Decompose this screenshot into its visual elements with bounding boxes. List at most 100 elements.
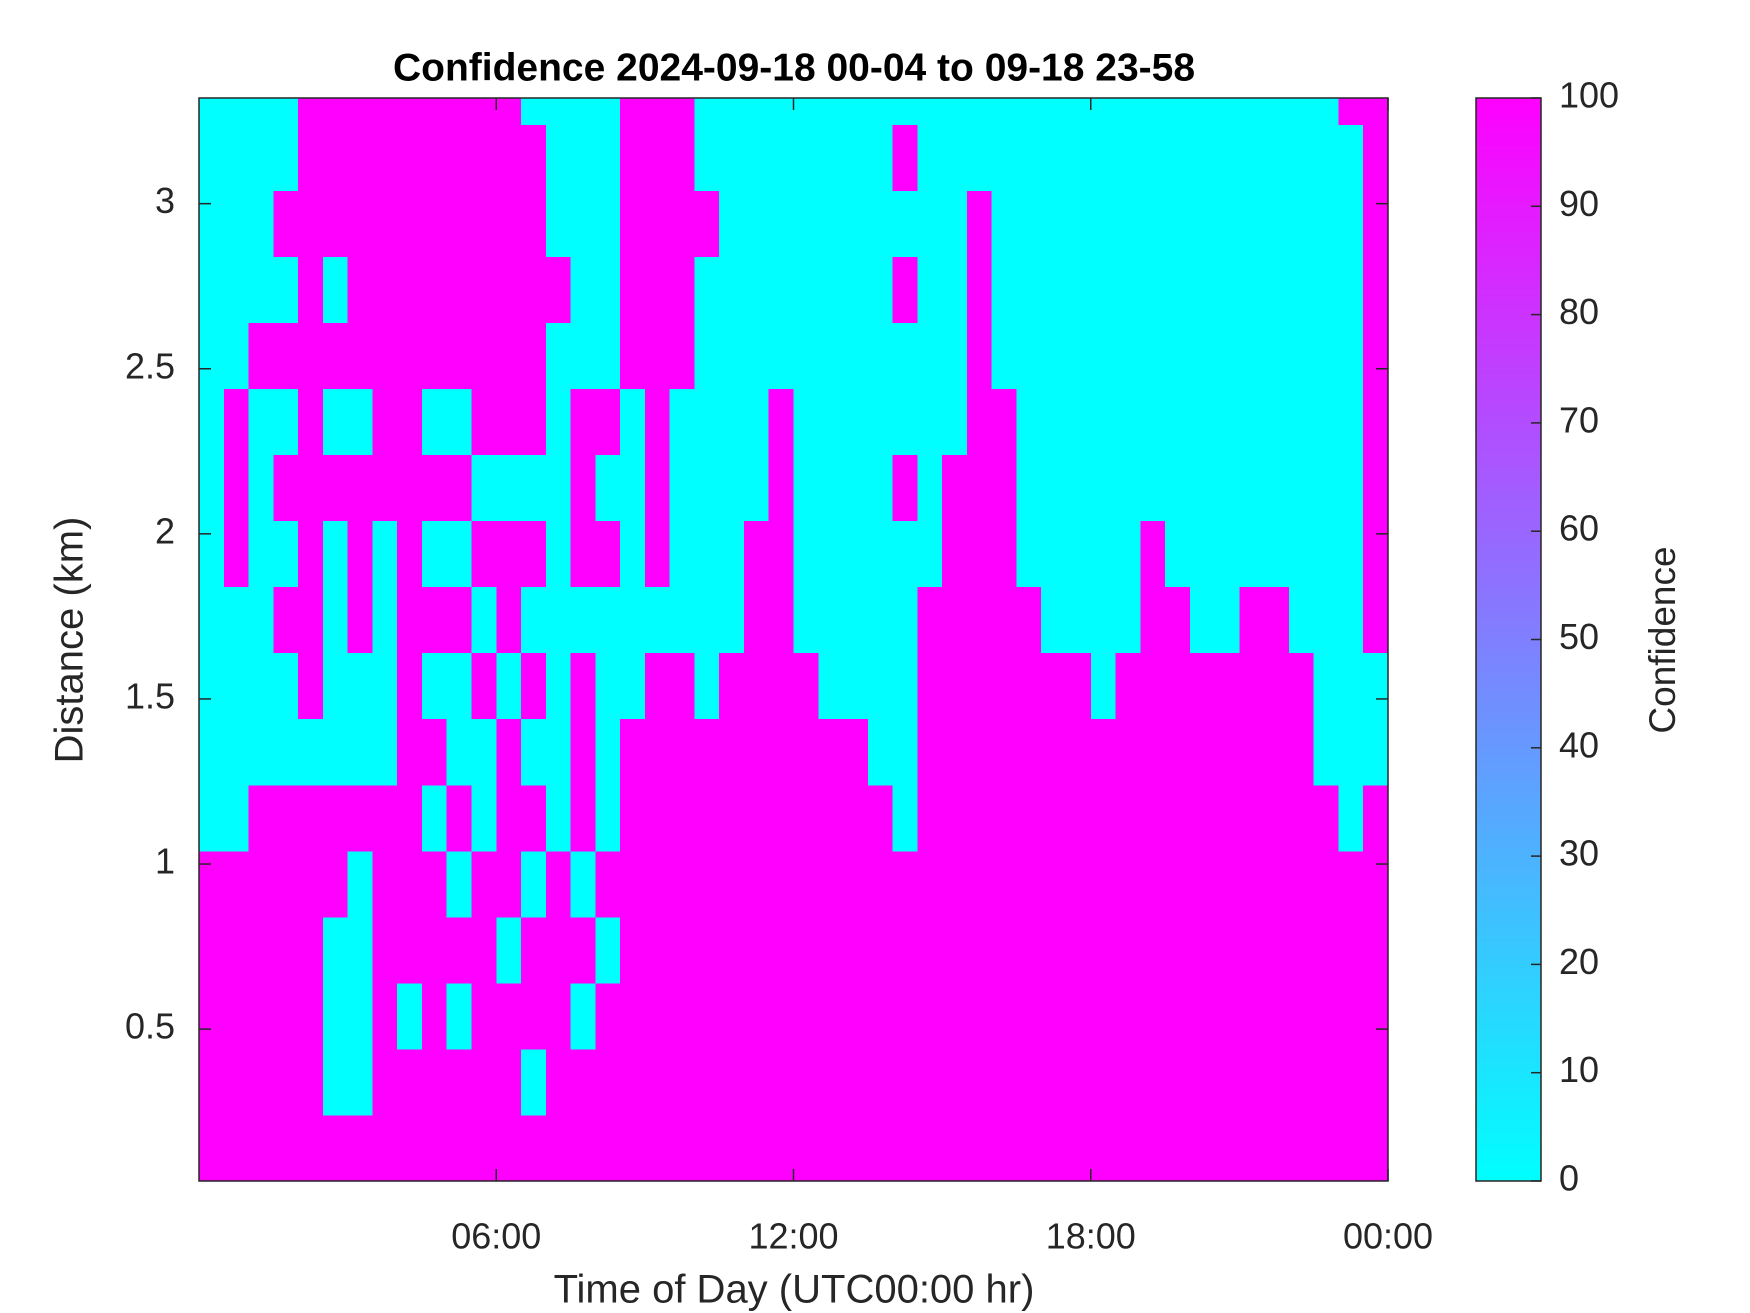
heatmap-cell [917, 916, 943, 984]
y-tick-label: 3 [155, 180, 175, 221]
heatmap-cell [1288, 916, 1315, 984]
heatmap-cell [793, 652, 819, 720]
heatmap-cell [1214, 124, 1240, 191]
heatmap-cell [991, 586, 1017, 654]
heatmap-cell [1264, 98, 1290, 125]
colorbar-tick-label: 100 [1559, 75, 1619, 116]
heatmap-cell [1363, 520, 1388, 588]
heatmap-cell [521, 1048, 547, 1116]
heatmap-cell [322, 190, 349, 257]
heatmap-cell [1264, 652, 1290, 720]
heatmap-cell [892, 850, 918, 918]
heatmap-cell [1239, 98, 1265, 125]
heatmap-cell [1363, 256, 1388, 324]
heatmap-cell [818, 190, 844, 257]
heatmap-cell [620, 784, 646, 852]
heatmap-cell [1338, 652, 1364, 720]
heatmap-cell [1239, 190, 1265, 257]
colorbar-tick-label: 90 [1559, 183, 1599, 224]
heatmap-cell [397, 98, 423, 125]
heatmap-cell [793, 1114, 819, 1181]
heatmap-cell [521, 256, 547, 324]
heatmap-cell [1264, 784, 1290, 852]
heatmap-cell [620, 586, 646, 654]
heatmap-cell [843, 784, 869, 852]
heatmap-cell [322, 322, 349, 390]
heatmap-cell [521, 454, 547, 522]
heatmap-cell [917, 322, 943, 390]
heatmap-cell [471, 916, 497, 984]
heatmap-cell [843, 586, 869, 654]
heatmap-cell [1090, 1048, 1117, 1116]
heatmap-cell [496, 322, 522, 390]
heatmap-cell [199, 982, 225, 1050]
heatmap-cell [372, 124, 398, 191]
heatmap-cell [1016, 454, 1042, 522]
heatmap-cell [768, 98, 794, 125]
heatmap-cell [768, 256, 794, 324]
x-tick-label: 06:00 [451, 1216, 541, 1257]
heatmap-cell [1338, 586, 1364, 654]
heatmap-cell [1090, 388, 1117, 456]
heatmap-cell [1016, 850, 1042, 918]
heatmap-cell [743, 718, 770, 786]
heatmap-cell [818, 916, 844, 984]
heatmap-cell [595, 982, 621, 1050]
heatmap-cell [942, 982, 968, 1050]
heatmap-cell [223, 916, 250, 984]
heatmap-cell [917, 520, 943, 588]
heatmap-cell [397, 982, 423, 1050]
heatmap-cell [1090, 98, 1117, 125]
heatmap-cell [322, 586, 349, 654]
heatmap-cell [1264, 718, 1290, 786]
heatmap-cell [1016, 586, 1042, 654]
heatmap-cell [199, 586, 225, 654]
heatmap-cell [545, 1114, 572, 1181]
heatmap-cell [1041, 850, 1067, 918]
heatmap-cell [1288, 98, 1315, 125]
heatmap-cell [793, 98, 819, 125]
heatmap-cell [1338, 520, 1364, 588]
heatmap-cell [446, 124, 472, 191]
heatmap-cell [892, 652, 918, 720]
heatmap-cell [248, 322, 274, 390]
heatmap-cell [199, 916, 225, 984]
heatmap-cell [1214, 1114, 1240, 1181]
heatmap-cell [347, 652, 373, 720]
heatmap-cell [273, 1048, 299, 1116]
heatmap-cell [991, 850, 1017, 918]
heatmap-cell [743, 520, 770, 588]
heatmap-cell [570, 388, 596, 456]
heatmap-cell [669, 586, 695, 654]
heatmap-cell [1016, 784, 1042, 852]
heatmap-cell [1363, 850, 1388, 918]
heatmap-cell [892, 520, 918, 588]
heatmap-cell [1338, 850, 1364, 918]
heatmap-cell [1115, 784, 1141, 852]
x-tick-label: 12:00 [748, 1216, 838, 1257]
heatmap-cell [991, 520, 1017, 588]
heatmap-cell [273, 982, 299, 1050]
heatmap-cell [669, 256, 695, 324]
heatmap-cell [545, 256, 572, 324]
heatmap-cell [1363, 388, 1388, 456]
heatmap-cell [372, 322, 398, 390]
heatmap-cell [471, 454, 497, 522]
heatmap-cell [1189, 520, 1216, 588]
heatmap-cell [1189, 916, 1216, 984]
heatmap-cell [1239, 784, 1265, 852]
heatmap-cell [223, 454, 250, 522]
heatmap-cell [1065, 982, 1092, 1050]
heatmap-cell [1363, 1114, 1388, 1181]
heatmap-cell [1065, 520, 1092, 588]
heatmap-cell [223, 1048, 250, 1116]
heatmap-cell [1165, 652, 1191, 720]
heatmap-cell [298, 124, 324, 191]
heatmap-cell [471, 256, 497, 324]
heatmap-cell [1065, 190, 1092, 257]
heatmap-cell [644, 190, 671, 257]
heatmap-cell [248, 850, 274, 918]
heatmap-cell [892, 322, 918, 390]
heatmap-cell [942, 454, 968, 522]
heatmap-cell [818, 520, 844, 588]
